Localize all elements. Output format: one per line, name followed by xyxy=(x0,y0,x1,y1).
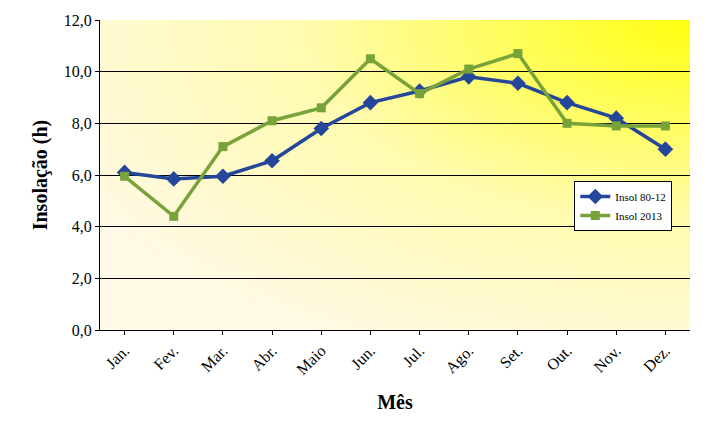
svg-text:Maio: Maio xyxy=(293,342,329,378)
svg-text:2,0: 2,0 xyxy=(72,270,92,287)
svg-text:Jun.: Jun. xyxy=(348,342,379,373)
svg-text:Out.: Out. xyxy=(543,342,575,374)
svg-text:0,0: 0,0 xyxy=(72,322,92,339)
svg-text:Mar.: Mar. xyxy=(198,342,231,375)
svg-text:12,0: 12,0 xyxy=(64,12,92,29)
svg-text:8,0: 8,0 xyxy=(72,115,92,132)
svg-text:Set.: Set. xyxy=(496,342,525,371)
svg-text:Insol 80-12: Insol 80-12 xyxy=(615,191,665,203)
svg-text:Nov.: Nov. xyxy=(590,342,624,376)
svg-text:Jan.: Jan. xyxy=(102,342,132,372)
svg-text:Fev.: Fev. xyxy=(150,342,181,373)
svg-text:Abr.: Abr. xyxy=(248,342,280,374)
svg-text:Insol 2013: Insol 2013 xyxy=(615,210,662,222)
svg-text:Insolação (h): Insolação (h) xyxy=(29,120,52,231)
svg-text:Mês: Mês xyxy=(377,391,413,413)
svg-text:Dez.: Dez. xyxy=(640,342,673,375)
svg-text:Jul.: Jul. xyxy=(399,342,427,370)
svg-text:Ago.: Ago. xyxy=(442,342,477,377)
svg-text:10,0: 10,0 xyxy=(64,63,92,80)
svg-text:6,0: 6,0 xyxy=(72,167,92,184)
svg-text:4,0: 4,0 xyxy=(72,218,92,235)
